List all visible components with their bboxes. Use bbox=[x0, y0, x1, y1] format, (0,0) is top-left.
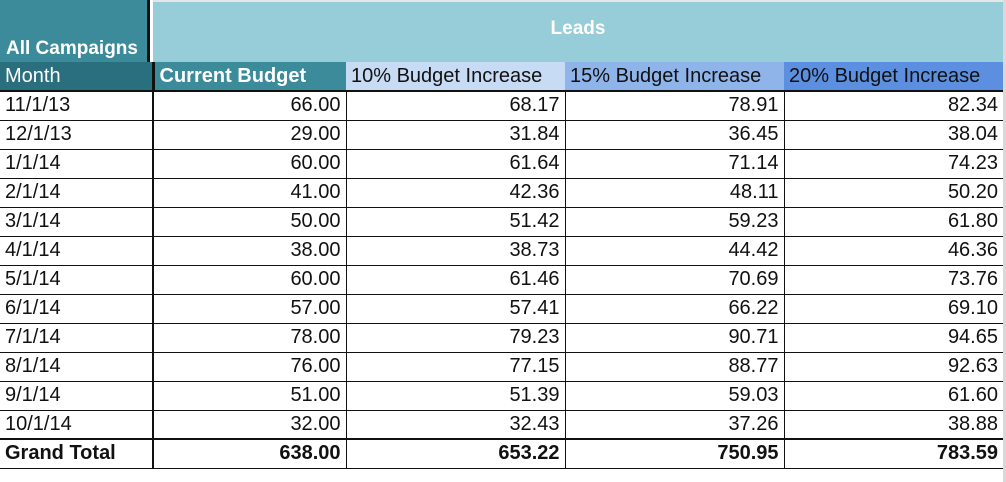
right-edge-strip bbox=[1003, 0, 1006, 482]
column-header-row: Month Current Budget 10% Budget Increase… bbox=[0, 62, 1003, 92]
cell-current[interactable]: 78.00 bbox=[153, 323, 347, 353]
cell-inc15[interactable]: 59.23 bbox=[565, 207, 785, 237]
cell-inc20[interactable]: 61.60 bbox=[784, 381, 1003, 411]
table-row: 12/1/13 29.00 31.84 36.45 38.04 bbox=[0, 120, 1003, 150]
cell-current[interactable]: 76.00 bbox=[153, 352, 347, 382]
cell-inc10[interactable]: 79.23 bbox=[346, 323, 566, 353]
cell-current[interactable]: 51.00 bbox=[153, 381, 347, 411]
cell-inc15[interactable]: 37.26 bbox=[565, 410, 785, 440]
cell-inc20[interactable]: 38.88 bbox=[784, 410, 1003, 440]
cell-month[interactable]: 12/1/13 bbox=[0, 120, 154, 150]
grand-total-row: Grand Total 638.00 653.22 750.95 783.59 bbox=[0, 438, 1003, 469]
leads-header-cell[interactable]: Leads bbox=[153, 2, 1003, 62]
cell-inc20[interactable]: 783.59 bbox=[784, 438, 1003, 469]
cell-inc10[interactable]: 42.36 bbox=[346, 178, 566, 208]
cell-inc10[interactable]: 77.15 bbox=[346, 352, 566, 382]
table-row: 6/1/14 57.00 57.41 66.22 69.10 bbox=[0, 294, 1003, 324]
cell-month[interactable]: 9/1/14 bbox=[0, 381, 154, 411]
cell-inc15[interactable]: 71.14 bbox=[565, 149, 785, 179]
cell-inc20[interactable]: 38.04 bbox=[784, 120, 1003, 150]
cell-current[interactable]: 38.00 bbox=[153, 236, 347, 266]
cell-month[interactable]: 11/1/13 bbox=[0, 91, 154, 121]
data-table: Month Current Budget 10% Budget Increase… bbox=[0, 62, 1003, 469]
cell-month[interactable]: Grand Total bbox=[0, 438, 154, 469]
cell-inc10[interactable]: 61.46 bbox=[346, 265, 566, 295]
cell-inc20[interactable]: 50.20 bbox=[784, 178, 1003, 208]
cell-current[interactable]: 57.00 bbox=[153, 294, 347, 324]
cell-inc20[interactable]: 69.10 bbox=[784, 294, 1003, 324]
cell-inc10[interactable]: 57.41 bbox=[346, 294, 566, 324]
cell-month[interactable]: 2/1/14 bbox=[0, 178, 154, 208]
cell-inc10[interactable]: 653.22 bbox=[346, 438, 566, 469]
table-row: 2/1/14 41.00 42.36 48.11 50.20 bbox=[0, 178, 1003, 208]
cell-inc10[interactable]: 51.39 bbox=[346, 381, 566, 411]
cell-inc20[interactable]: 61.80 bbox=[784, 207, 1003, 237]
cell-month[interactable]: 10/1/14 bbox=[0, 410, 154, 440]
cell-current[interactable]: 41.00 bbox=[153, 178, 347, 208]
cell-current[interactable]: 60.00 bbox=[153, 149, 347, 179]
column-header-month[interactable]: Month bbox=[0, 62, 155, 92]
cell-inc15[interactable]: 36.45 bbox=[565, 120, 785, 150]
cell-month[interactable]: 4/1/14 bbox=[0, 236, 154, 266]
cell-inc15[interactable]: 59.03 bbox=[565, 381, 785, 411]
table-row: 11/1/13 66.00 68.17 78.91 82.34 bbox=[0, 91, 1003, 121]
table-row: 7/1/14 78.00 79.23 90.71 94.65 bbox=[0, 323, 1003, 353]
cell-inc10[interactable]: 38.73 bbox=[346, 236, 566, 266]
table-row: 5/1/14 60.00 61.46 70.69 73.76 bbox=[0, 265, 1003, 295]
cell-inc20[interactable]: 94.65 bbox=[784, 323, 1003, 353]
table-row: 10/1/14 32.00 32.43 37.26 38.88 bbox=[0, 410, 1003, 440]
cell-current[interactable]: 32.00 bbox=[153, 410, 347, 440]
cell-month[interactable]: 5/1/14 bbox=[0, 265, 154, 295]
campaign-filter-cell[interactable]: All Campaigns bbox=[0, 0, 150, 62]
cell-current[interactable]: 50.00 bbox=[153, 207, 347, 237]
cell-current[interactable]: 60.00 bbox=[153, 265, 347, 295]
cell-inc15[interactable]: 90.71 bbox=[565, 323, 785, 353]
cell-inc15[interactable]: 44.42 bbox=[565, 236, 785, 266]
leads-label: Leads bbox=[550, 18, 606, 39]
cell-inc15[interactable]: 70.69 bbox=[565, 265, 785, 295]
campaign-label: All Campaigns bbox=[6, 38, 138, 59]
top-border bbox=[153, 0, 1006, 2]
cell-inc15[interactable]: 66.22 bbox=[565, 294, 785, 324]
cell-inc15[interactable]: 88.77 bbox=[565, 352, 785, 382]
cell-inc15[interactable]: 78.91 bbox=[565, 91, 785, 121]
cell-inc15[interactable]: 750.95 bbox=[565, 438, 785, 469]
column-header-20-percent[interactable]: 20% Budget Increase bbox=[784, 62, 1003, 92]
cell-current[interactable]: 29.00 bbox=[153, 120, 347, 150]
table-row: 9/1/14 51.00 51.39 59.03 61.60 bbox=[0, 381, 1003, 411]
cell-inc20[interactable]: 74.23 bbox=[784, 149, 1003, 179]
cell-current[interactable]: 638.00 bbox=[153, 438, 347, 469]
table-row: 3/1/14 50.00 51.42 59.23 61.80 bbox=[0, 207, 1003, 237]
cell-inc20[interactable]: 82.34 bbox=[784, 91, 1003, 121]
cell-inc10[interactable]: 31.84 bbox=[346, 120, 566, 150]
cell-inc10[interactable]: 61.64 bbox=[346, 149, 566, 179]
cell-inc10[interactable]: 51.42 bbox=[346, 207, 566, 237]
table-body: 11/1/13 66.00 68.17 78.91 82.34 12/1/13 29.00 3… bbox=[0, 91, 1003, 469]
column-header-10-percent[interactable]: 10% Budget Increase bbox=[346, 62, 565, 92]
table-row: 1/1/14 60.00 61.64 71.14 74.23 bbox=[0, 149, 1003, 179]
table-row: 8/1/14 76.00 77.15 88.77 92.63 bbox=[0, 352, 1003, 382]
cell-month[interactable]: 1/1/14 bbox=[0, 149, 154, 179]
cell-inc20[interactable]: 46.36 bbox=[784, 236, 1003, 266]
cell-month[interactable]: 7/1/14 bbox=[0, 323, 154, 353]
cell-inc15[interactable]: 48.11 bbox=[565, 178, 785, 208]
cell-inc20[interactable]: 73.76 bbox=[784, 265, 1003, 295]
column-header-current-budget[interactable]: Current Budget bbox=[153, 62, 346, 92]
column-header-15-percent[interactable]: 15% Budget Increase bbox=[565, 62, 784, 92]
cell-month[interactable]: 8/1/14 bbox=[0, 352, 154, 382]
table-row: 4/1/14 38.00 38.73 44.42 46.36 bbox=[0, 236, 1003, 266]
cell-current[interactable]: 66.00 bbox=[153, 91, 347, 121]
cell-inc20[interactable]: 92.63 bbox=[784, 352, 1003, 382]
cell-inc10[interactable]: 32.43 bbox=[346, 410, 566, 440]
cell-month[interactable]: 6/1/14 bbox=[0, 294, 154, 324]
cell-inc10[interactable]: 68.17 bbox=[346, 91, 566, 121]
cell-month[interactable]: 3/1/14 bbox=[0, 207, 154, 237]
